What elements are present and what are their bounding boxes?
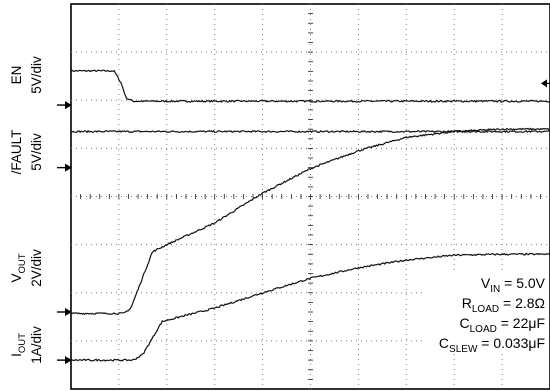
trigger-marker-arrow: [541, 79, 547, 88]
channel-label-vout: VOUT: [9, 253, 28, 282]
annotation-cload: CLOAD = 22μF: [459, 315, 545, 335]
channel-label-iout: IOUT: [9, 333, 28, 357]
ground-marker-arrow: [65, 356, 72, 365]
trace-vout: [70, 127, 550, 315]
ground-marker-arrow: [65, 163, 72, 172]
channel-scale-en: 5V/div: [29, 56, 44, 94]
channel-label-fault: /FAULT: [9, 130, 24, 175]
traces: [70, 69, 550, 362]
channel-scale-vout: 2V/div: [29, 249, 44, 287]
annotation-vin: VIN = 5.0V: [481, 275, 546, 295]
annotation-background: [425, 272, 547, 354]
trace-iout: [70, 252, 550, 362]
ground-markers: [57, 79, 550, 365]
trace-en: [70, 69, 550, 103]
channel-label-en: EN: [9, 66, 24, 85]
annotation-rload: RLOAD = 2.8Ω: [462, 295, 545, 315]
trace-fault: [70, 130, 550, 133]
ground-marker-arrow: [65, 101, 72, 110]
annotation-cslew: CSLEW = 0.033μF: [439, 335, 545, 355]
channel-scale-iout: 1A/div: [29, 326, 44, 364]
ground-marker-arrow: [65, 308, 72, 316]
channel-scale-fault: 5V/div: [29, 133, 44, 171]
